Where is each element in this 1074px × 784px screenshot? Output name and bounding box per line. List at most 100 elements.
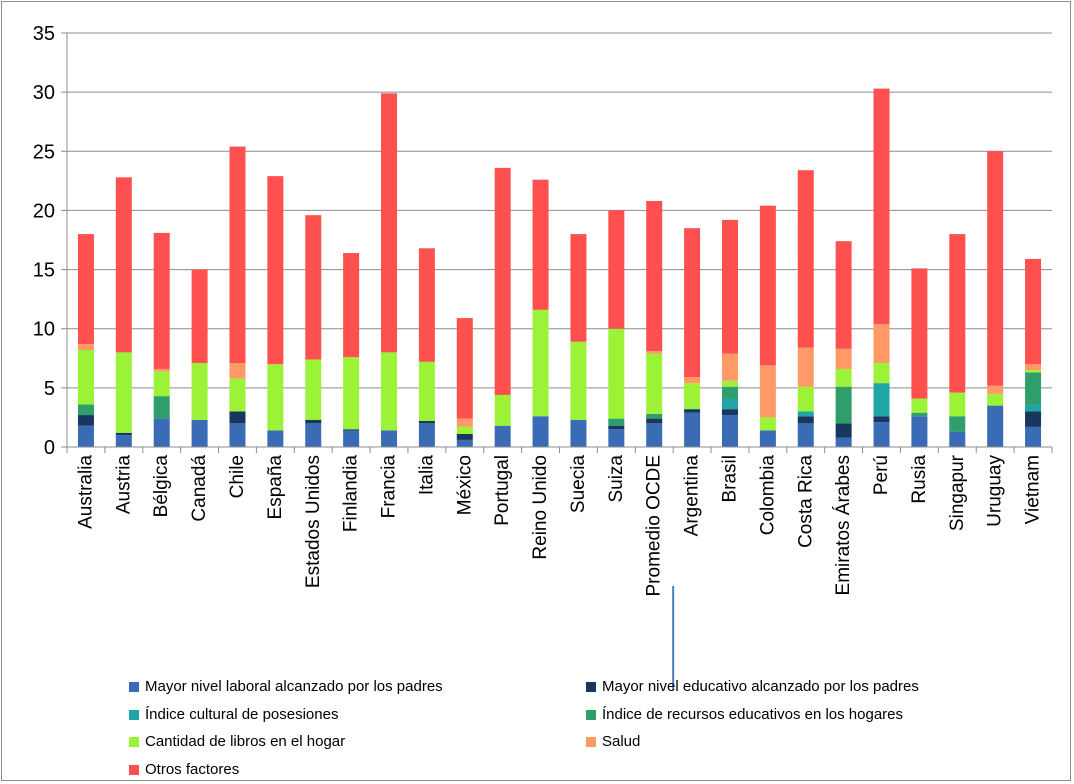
bar-segment [305, 359, 322, 420]
y-tick-label: 20 [33, 200, 55, 222]
bar-segment [646, 353, 663, 414]
bar-segment [229, 411, 246, 424]
bar-segment [381, 430, 398, 447]
bar-segment [721, 398, 738, 410]
bar-segment [835, 241, 852, 349]
bar-segment [873, 363, 890, 384]
x-tick-label: España [265, 455, 286, 520]
x-tick-label: Suecia [568, 455, 589, 514]
bar-segment [835, 437, 852, 447]
bar-segment [1025, 364, 1042, 371]
bar-segment [153, 396, 170, 419]
bar-segment [1025, 372, 1042, 405]
bar-segment [949, 392, 966, 417]
bar-segment [608, 429, 625, 447]
bar-segment [987, 151, 1004, 386]
bar-segment [646, 418, 663, 424]
bar-segment [456, 426, 473, 434]
x-tick-label: Chile [227, 455, 248, 498]
bar-segment [77, 425, 94, 447]
x-tick-label: Finlandia [341, 455, 362, 533]
x-tick-label: Perú [871, 455, 892, 495]
x-tick-label: Costa Rica [795, 455, 816, 548]
bar-segment [608, 418, 625, 426]
bar-segment [77, 415, 94, 426]
x-tick-label: Colombia [757, 455, 778, 536]
bar-segment [835, 348, 852, 369]
bar-segment [570, 234, 587, 342]
bar-segment [229, 378, 246, 412]
bar-segment [949, 431, 966, 447]
bar-segment [77, 344, 94, 351]
bar-segment [77, 404, 94, 416]
bar-segment [1025, 426, 1042, 447]
bar-segment [305, 215, 322, 360]
bar-segment [267, 364, 284, 431]
bar-segment [1025, 258, 1042, 365]
y-axis-ticks: 0 5 10 15 20 25 30 35 [33, 23, 67, 459]
bar-segment [987, 405, 1004, 447]
x-tick-label: Vietnam [1023, 455, 1044, 524]
y-tick-label: 35 [33, 23, 55, 45]
bar-segment [570, 419, 587, 447]
bar-segment [949, 234, 966, 393]
bar-segment [229, 146, 246, 364]
bar-segment [153, 371, 170, 397]
bar-segment [684, 228, 701, 378]
axes [66, 33, 1053, 690]
bar-segment [684, 377, 701, 384]
bar-segment [305, 419, 322, 424]
bar-segment [684, 383, 701, 410]
bar-segment [267, 176, 284, 365]
bar-segment [267, 430, 284, 447]
bar-segment [381, 93, 398, 353]
x-tick-label: Austria [113, 455, 134, 515]
bar-segment [911, 412, 928, 417]
bar-segment [191, 419, 208, 447]
bar-segment [646, 423, 663, 447]
y-tick-label: 30 [33, 82, 55, 104]
bar-segment [608, 328, 625, 419]
bar-segment [1025, 411, 1042, 427]
bar-segment [759, 417, 776, 431]
bar-segment [343, 430, 360, 447]
bar-segment [343, 253, 360, 358]
bar-segment [305, 423, 322, 447]
bar-segment [646, 413, 663, 419]
bar-segment [835, 368, 852, 387]
bar-segment [381, 352, 398, 431]
bar-segment [987, 385, 1004, 394]
bar-segment [418, 248, 435, 362]
x-tick-label: Emiratos Árabes [833, 455, 854, 595]
bar-segment [456, 439, 473, 447]
bar-segment [456, 418, 473, 427]
bar-segment [873, 383, 890, 417]
bar-segment [759, 430, 776, 447]
x-tick-label: Francia [379, 455, 400, 519]
bar-segment [229, 363, 246, 379]
bar-segment [684, 412, 701, 447]
bar-segment [191, 363, 208, 420]
x-tick-label: Suiza [606, 455, 627, 503]
bar-segment [911, 416, 928, 447]
bar-segment [721, 380, 738, 387]
x-tick-label: Canadá [189, 455, 210, 522]
bar-segment [77, 350, 94, 405]
bar-segment [115, 432, 132, 436]
bar-segment [456, 433, 473, 440]
y-tick-label: 0 [44, 437, 55, 459]
bar-segment [646, 351, 663, 354]
bar-segment [191, 269, 208, 364]
bar-segment [721, 219, 738, 354]
bar-segment [494, 167, 511, 395]
bar-segment [153, 232, 170, 369]
bar-segment [608, 425, 625, 430]
bar-segment [835, 386, 852, 424]
bar-segment [873, 323, 890, 364]
bar-segment [570, 341, 587, 420]
bar-segment [873, 416, 890, 423]
bar-segment [873, 422, 890, 447]
bar-segment [721, 353, 738, 381]
x-tick-label: Uruguay [985, 455, 1006, 527]
